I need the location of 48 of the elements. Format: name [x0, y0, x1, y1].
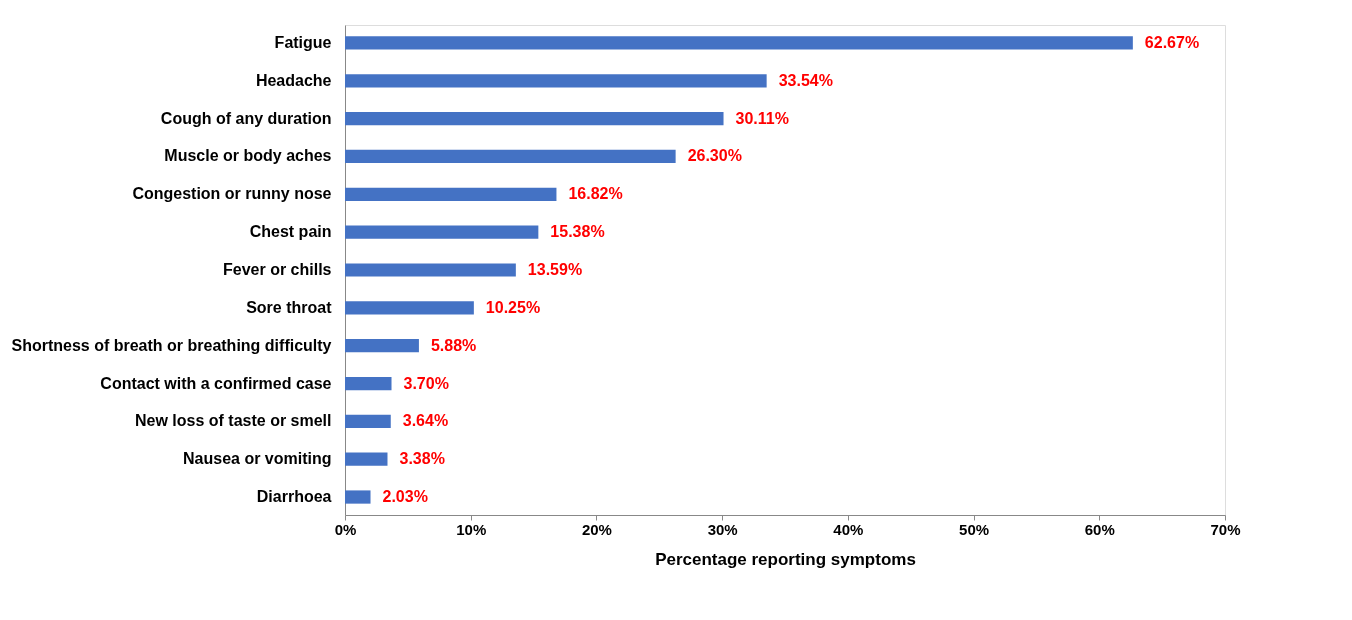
x-tick-label: 70%	[1210, 520, 1241, 538]
bar	[345, 149, 676, 164]
y-tick-label: New loss of taste or smell	[134, 412, 332, 430]
bar	[345, 112, 724, 126]
y-tick-label: Cough of any duration	[160, 109, 332, 127]
y-tick-label: Nausea or vomiting	[183, 450, 332, 468]
data-label: 3.38%	[399, 450, 445, 468]
x-tick-label: 0%	[334, 520, 357, 538]
data-label: 3.64%	[402, 412, 449, 430]
data-label: 5.88%	[430, 336, 477, 354]
data-label: 13.59%	[527, 261, 583, 278]
x-tick-label: 40%	[833, 520, 864, 538]
data-label: 3.70%	[403, 374, 449, 392]
data-label: 10.25%	[485, 298, 541, 316]
bar	[345, 36, 1133, 50]
x-tick-label: 20%	[581, 520, 612, 538]
data-label: 2.03%	[382, 488, 428, 506]
y-tick-label: Contact with a confirmed case	[100, 374, 332, 392]
y-tick-label: Chest pain	[249, 223, 332, 241]
y-tick-label: Fatigue	[274, 33, 332, 51]
y-tick-label: Diarrhoea	[256, 488, 332, 506]
x-tick-label: 60%	[1084, 520, 1115, 538]
bar	[345, 339, 419, 353]
bar	[345, 263, 516, 277]
x-axis-title: Percentage reporting symptoms	[655, 549, 916, 569]
bar	[345, 414, 391, 428]
data-label: 16.82%	[568, 185, 623, 203]
bar	[345, 225, 539, 239]
data-label: 30.11%	[735, 109, 789, 127]
data-label: 62.67%	[1144, 33, 1200, 51]
y-tick-label: Muscle or body aches	[164, 147, 332, 165]
y-tick-label: Sore throat	[246, 298, 333, 316]
y-tick-label: Congestion or runny nose	[132, 185, 332, 203]
data-label: 15.38%	[550, 223, 605, 241]
bar	[345, 452, 388, 466]
y-tick-label: Fever or chills	[223, 261, 332, 278]
y-tick-label: Shortness of breath or breathing difficulty	[11, 336, 332, 354]
data-label: 33.54%	[778, 71, 833, 89]
x-tick-label: 50%	[959, 520, 990, 538]
data-label: 26.30%	[687, 147, 742, 165]
bar	[345, 187, 557, 201]
x-tick-label: 10%	[456, 520, 487, 538]
bar	[345, 301, 474, 315]
bar	[345, 74, 767, 88]
bar	[345, 490, 371, 504]
x-tick-label: 30%	[707, 520, 738, 538]
bar	[345, 376, 392, 391]
y-tick-label: Headache	[255, 71, 332, 89]
